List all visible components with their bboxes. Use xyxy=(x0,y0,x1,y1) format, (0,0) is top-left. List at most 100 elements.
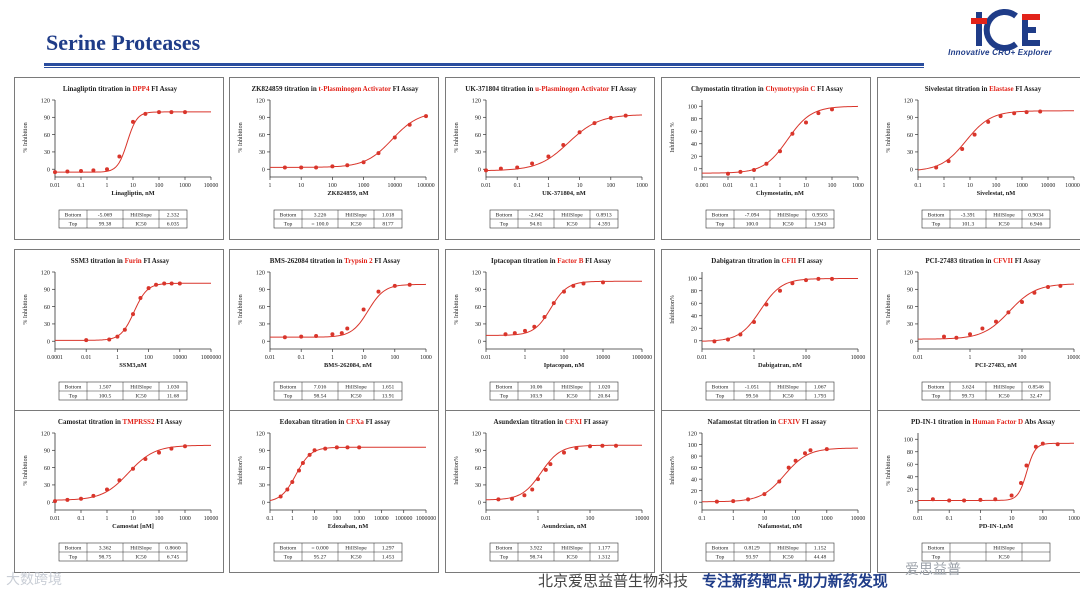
param-name: Bottom xyxy=(496,213,513,219)
data-point xyxy=(986,119,991,124)
x-tick-label: 100 xyxy=(560,355,569,361)
param-value: 99.38 xyxy=(99,222,112,228)
data-point xyxy=(183,444,187,449)
data-point xyxy=(131,466,135,471)
param-value: 20.84 xyxy=(598,394,611,400)
data-point xyxy=(530,487,535,492)
x-tick-label: 1 xyxy=(116,355,119,361)
param-value: 3.362 xyxy=(99,546,112,552)
y-tick-label: 60 xyxy=(907,462,913,469)
y-tick-label: 40 xyxy=(691,476,697,483)
data-point xyxy=(154,282,159,287)
data-point xyxy=(946,159,951,164)
y-tick-label: 30 xyxy=(475,149,481,156)
param-value: 1.020 xyxy=(598,385,611,391)
x-axis-label: Edoxaban, nM xyxy=(328,523,369,530)
param-value: 101.3 xyxy=(962,222,975,228)
title-rule xyxy=(44,63,924,66)
y-tick-label: 60 xyxy=(907,304,913,311)
fit-curve xyxy=(702,447,859,503)
param-name: Top xyxy=(500,555,509,561)
x-tick-label: 100 xyxy=(155,516,164,522)
param-name: Bottom xyxy=(928,546,945,552)
x-tick-label: 1 xyxy=(524,355,527,361)
data-point xyxy=(345,163,350,168)
y-tick-label: 100 xyxy=(688,104,697,111)
y-tick-label: 40 xyxy=(691,313,697,320)
x-tick-label: 1 xyxy=(943,183,946,189)
data-point xyxy=(804,278,808,283)
chart-panel: Sivelestat titration in Elastase FI Assa… xyxy=(877,77,1080,240)
data-point xyxy=(314,334,319,339)
param-name: IC50 xyxy=(566,222,577,228)
x-tick-label: 100000 xyxy=(1065,183,1080,189)
fit-curve xyxy=(917,110,1074,171)
footer-slogan: 专注新药靶点·助力新药发现 xyxy=(702,572,888,590)
data-point xyxy=(571,283,576,288)
x-tick-label: 100 xyxy=(144,355,153,361)
dose-response-chart: ZK824859 titration in t-Plasminogen Acti… xyxy=(238,85,435,229)
data-point xyxy=(830,107,834,112)
data-point xyxy=(91,493,96,498)
data-point xyxy=(790,281,795,286)
chart-axes xyxy=(701,272,858,350)
x-tick-label: 100 xyxy=(1038,516,1047,522)
param-name: IC50 xyxy=(998,222,1009,228)
x-axis-label: Linagliptin, nM xyxy=(111,190,154,197)
param-name: IC50 xyxy=(566,555,577,561)
data-point xyxy=(65,497,70,502)
fit-curve xyxy=(918,442,1074,501)
y-tick-label: 0 xyxy=(262,500,265,507)
data-point xyxy=(177,281,182,286)
data-point xyxy=(947,498,952,503)
chart-title: UK-371804 titration in u-Plasminogen Act… xyxy=(465,85,637,93)
param-name: Top xyxy=(932,222,941,228)
x-tick-label: 1000 xyxy=(1068,516,1080,522)
data-point xyxy=(532,324,537,329)
data-point xyxy=(1006,310,1011,315)
data-point xyxy=(407,122,412,127)
data-point xyxy=(536,477,540,482)
y-tick-label: 120 xyxy=(41,430,50,437)
y-tick-label: 120 xyxy=(688,430,697,437)
data-point xyxy=(299,165,304,170)
data-point xyxy=(962,498,967,503)
chart-title: Dabigatran titration in CFII FI assay xyxy=(711,257,823,265)
data-point xyxy=(84,338,89,343)
chart-panel: Linagliptin titration in DPP4 FI Assay 0 3… xyxy=(14,77,224,240)
y-tick-label: 90 xyxy=(259,448,265,455)
data-point xyxy=(345,445,350,450)
param-name: IC50 xyxy=(350,555,361,561)
data-point xyxy=(548,462,553,467)
data-point xyxy=(105,167,109,172)
data-point xyxy=(484,168,488,173)
y-tick-label: 90 xyxy=(475,115,481,122)
data-point xyxy=(392,135,397,140)
data-point xyxy=(588,444,592,449)
param-name: HillSlope xyxy=(777,546,799,552)
y-tick-label: 120 xyxy=(41,97,50,104)
x-tick-label: 10000 xyxy=(204,516,219,522)
param-name: HillSlope xyxy=(777,385,799,391)
x-tick-label: 0.0001 xyxy=(47,355,63,361)
watermark-left: 大数跨境 xyxy=(6,572,62,588)
dose-response-chart: Iptacopan titration in Factor B FI Assay… xyxy=(454,257,652,401)
y-axis-label: % Inhibition xyxy=(454,294,460,324)
data-point xyxy=(146,286,151,291)
x-tick-label: 1000000 xyxy=(416,516,436,522)
y-tick-label: 60 xyxy=(259,304,265,311)
param-value: 95.27 xyxy=(314,555,327,561)
data-point xyxy=(542,315,547,319)
y-tick-label: 60 xyxy=(691,301,697,308)
fit-curve xyxy=(55,282,211,341)
y-tick-label: 100 xyxy=(904,437,913,444)
chart-title: Sivelestat titration in Elastase FI Assa… xyxy=(925,85,1042,93)
data-point xyxy=(496,497,501,502)
chart-title: Asundexian titration in CFXI FI assay xyxy=(494,418,609,426)
y-axis-label: Inhibition% xyxy=(454,456,460,485)
dose-response-chart: Dabigatran titration in CFII FI assay 0 20… xyxy=(670,257,865,401)
y-tick-label: 0 xyxy=(47,500,50,507)
y-tick-label: 90 xyxy=(44,115,50,122)
param-name: Bottom xyxy=(712,385,729,391)
x-tick-label: 10 xyxy=(130,516,136,522)
